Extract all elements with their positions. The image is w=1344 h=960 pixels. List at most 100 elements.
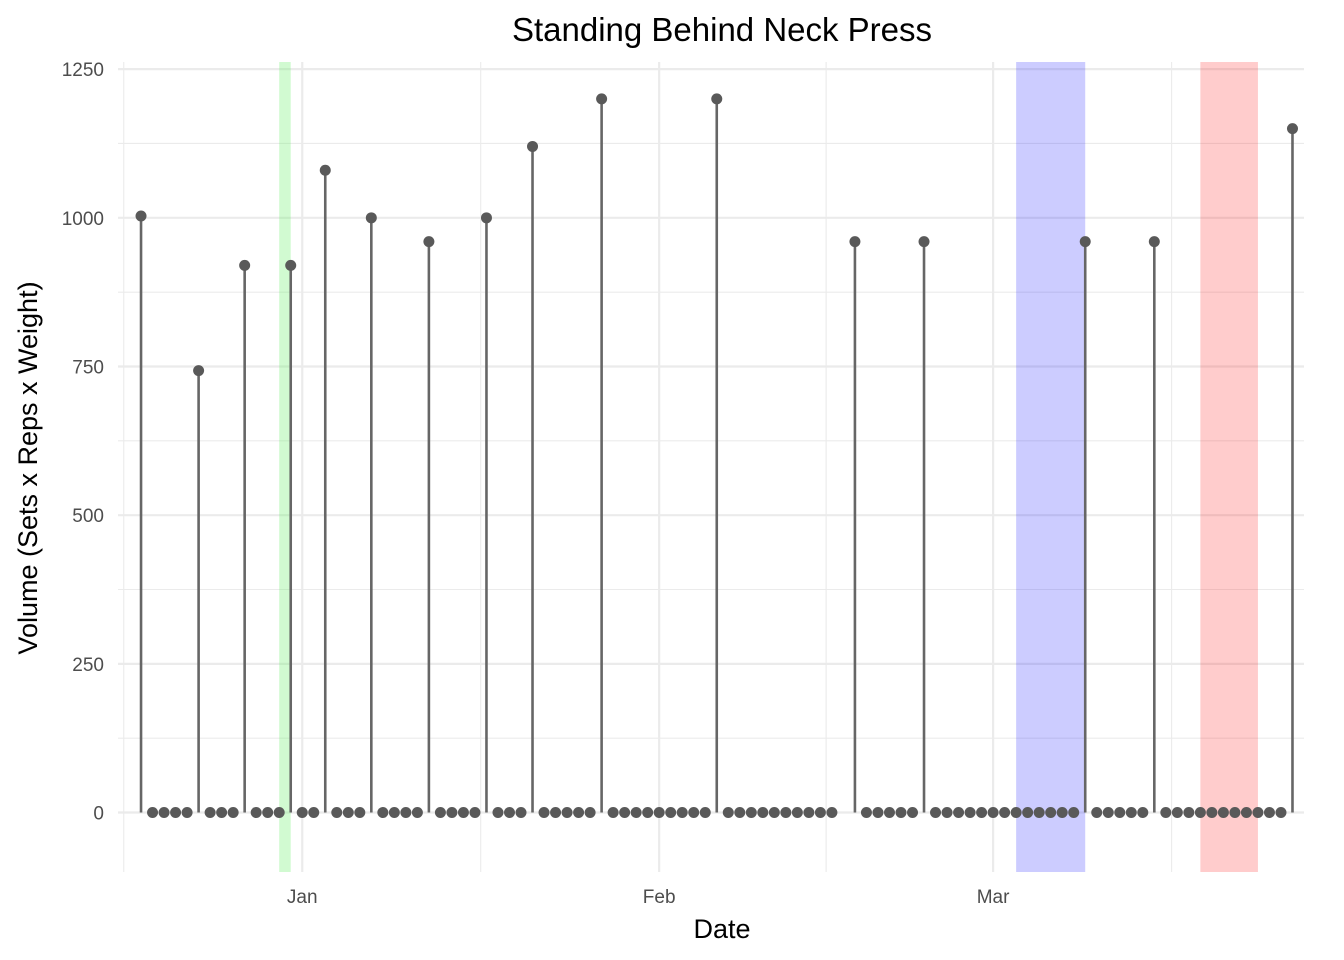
data-point	[757, 807, 769, 819]
data-point	[308, 807, 320, 819]
data-point	[1056, 807, 1068, 819]
data-point	[285, 259, 297, 271]
data-point	[227, 807, 239, 819]
data-point	[976, 807, 988, 819]
grid-lines	[118, 62, 1304, 872]
data-point	[860, 807, 872, 819]
x-tick-labels: Jan Feb Mar	[287, 887, 1010, 908]
data-point	[1091, 807, 1103, 819]
data-point	[734, 807, 746, 819]
data-points	[135, 93, 1298, 819]
data-point	[377, 807, 389, 819]
data-point	[365, 212, 377, 224]
data-point	[331, 807, 343, 819]
data-point	[630, 807, 642, 819]
data-point	[1229, 807, 1241, 819]
data-point	[1125, 807, 1137, 819]
data-point	[826, 807, 838, 819]
data-point	[711, 93, 723, 105]
y-tick-labels: 0 250 500 750 1000 1250	[62, 60, 104, 824]
data-point	[780, 807, 792, 819]
data-point	[907, 807, 919, 819]
y-tick-label: 1250	[62, 60, 104, 81]
data-point	[388, 807, 400, 819]
data-point	[457, 807, 469, 819]
data-point	[895, 807, 907, 819]
x-tick-label: Feb	[643, 887, 676, 908]
data-point	[1275, 807, 1287, 819]
data-point	[918, 236, 930, 248]
x-axis-title: Date	[693, 914, 750, 944]
data-point	[665, 807, 677, 819]
data-point	[158, 807, 170, 819]
data-point	[987, 807, 999, 819]
data-point	[262, 807, 274, 819]
data-point	[1183, 807, 1195, 819]
data-point	[584, 807, 596, 819]
data-point	[538, 807, 550, 819]
data-point	[653, 807, 665, 819]
data-point	[930, 807, 942, 819]
data-point	[250, 807, 262, 819]
data-point	[688, 807, 700, 819]
data-point	[1194, 807, 1206, 819]
data-point	[849, 236, 861, 248]
data-point	[515, 807, 527, 819]
data-point	[768, 807, 780, 819]
data-point	[941, 807, 953, 819]
data-point	[791, 807, 803, 819]
chart-title: Standing Behind Neck Press	[512, 11, 932, 48]
data-point	[503, 807, 515, 819]
highlight-band	[1200, 62, 1258, 872]
data-point	[1079, 236, 1091, 248]
data-point	[1068, 807, 1080, 819]
data-point	[561, 807, 573, 819]
data-point	[469, 807, 481, 819]
data-point	[1148, 236, 1160, 248]
data-point	[296, 807, 308, 819]
data-point	[273, 807, 285, 819]
data-point	[676, 807, 688, 819]
data-point	[216, 807, 228, 819]
data-point	[964, 807, 976, 819]
data-point	[1171, 807, 1183, 819]
data-point	[239, 259, 251, 271]
data-point	[573, 807, 585, 819]
data-point	[1286, 123, 1298, 135]
data-point	[446, 807, 458, 819]
data-point	[423, 236, 435, 248]
data-point	[181, 807, 193, 819]
x-tick-label: Jan	[287, 887, 318, 908]
data-point	[480, 212, 492, 224]
highlight-band	[1016, 62, 1086, 872]
data-point	[400, 807, 412, 819]
data-point	[1137, 807, 1149, 819]
data-point	[1033, 807, 1045, 819]
data-point	[1160, 807, 1172, 819]
data-point	[135, 210, 147, 222]
data-point	[1114, 807, 1126, 819]
data-point	[1102, 807, 1114, 819]
data-point	[319, 164, 331, 176]
data-point	[803, 807, 815, 819]
y-tick-label: 750	[72, 357, 104, 378]
data-point	[550, 807, 562, 819]
data-point	[1022, 807, 1034, 819]
data-point	[745, 807, 757, 819]
y-tick-label: 0	[93, 804, 104, 825]
y-tick-label: 250	[72, 655, 104, 676]
data-point	[872, 807, 884, 819]
data-point	[619, 807, 631, 819]
data-point	[1206, 807, 1218, 819]
stem-lines	[139, 98, 1294, 813]
data-point	[596, 93, 608, 105]
data-point	[170, 807, 182, 819]
data-point	[204, 807, 216, 819]
data-point	[342, 807, 354, 819]
data-point	[999, 807, 1011, 819]
data-point	[722, 807, 734, 819]
data-point	[1217, 807, 1229, 819]
data-point	[147, 807, 159, 819]
data-point	[492, 807, 504, 819]
